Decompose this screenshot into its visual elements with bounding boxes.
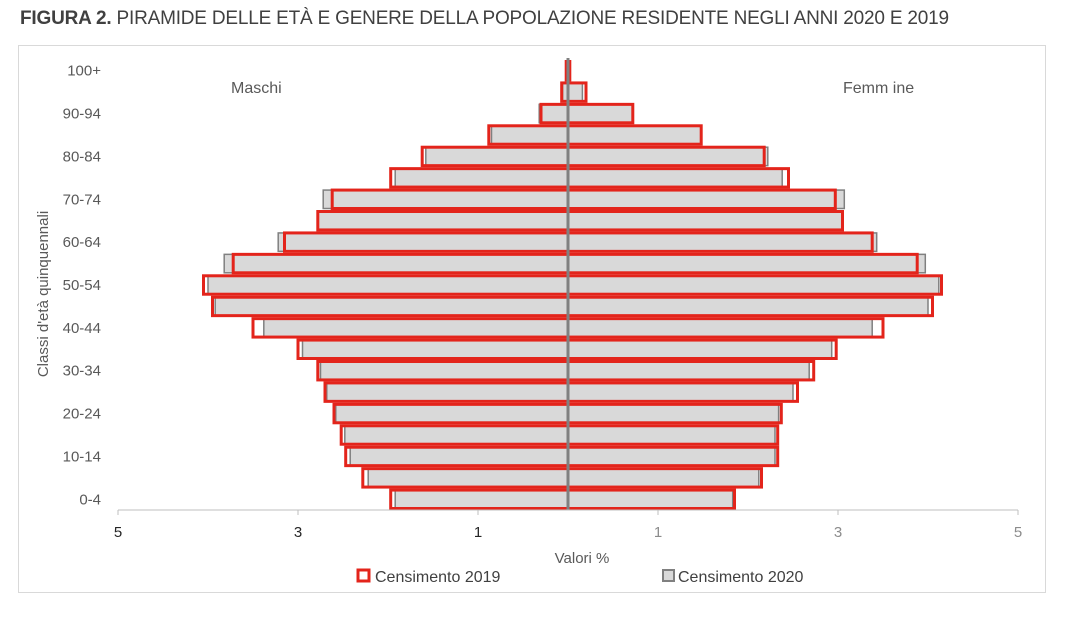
bar-2020-female-95-99 [567, 82, 584, 103]
bar-2020-female-30-34 [567, 360, 810, 381]
bar-2020-female-5-9 [567, 467, 760, 488]
legend-swatch-2020 [662, 569, 675, 582]
chart-frame [18, 45, 1046, 593]
female-side-label: Femm ine [843, 80, 914, 97]
x-axis-ticks: 5 3 1 1 3 5 [114, 510, 1022, 541]
bar-2020-female-15-19 [567, 425, 776, 445]
y-axis-ticks: 0-4 10-14 20-24 30-34 40-44 50-54 60-64 70-74 80… [63, 63, 102, 509]
bar-2020-female-80-84 [567, 146, 769, 167]
figure-title: FIGURA 2. PIRAMIDE DELLE ETÀ E GENERE DE… [20, 8, 949, 30]
bar-2020-female-55-59 [567, 253, 927, 274]
bar-2020-male-25-29 [326, 382, 569, 403]
y-tick-label-40-44: 40-44 [63, 320, 101, 337]
bar-2020-male-85-89 [490, 125, 569, 145]
y-tick-label-0-4: 0-4 [79, 491, 101, 508]
bar-2020-male-60-64 [277, 232, 569, 253]
bar-2020-male-30-34 [319, 360, 569, 381]
bar-2020-male-45-49 [214, 296, 569, 317]
x-tick-label-2: 1 [474, 524, 482, 541]
bar-2020-male-40-44 [263, 317, 569, 338]
bar-2020-female-75-79 [567, 167, 783, 188]
legend-swatch-2019 [356, 568, 371, 583]
x-tick-label-5: 5 [1014, 524, 1022, 541]
y-axis-title: Classi d'età quinquennali [35, 211, 52, 377]
bar-2020-female-70-74 [567, 189, 846, 210]
y-tick-label-50-54: 50-54 [63, 277, 101, 294]
bar-2020-female-35-39 [567, 339, 833, 360]
x-tick-label-4: 3 [834, 524, 842, 541]
bar-2020-female-10-14 [567, 446, 776, 467]
bar-2020-male-0-4 [394, 489, 569, 510]
bar-2020-male-90-94 [538, 103, 569, 124]
figure-title-text: PIRAMIDE DELLE ETÀ E GENERE DELLA POPOLA… [111, 8, 950, 29]
bar-2020-female-40-44 [567, 317, 873, 338]
series-2020-bars [207, 60, 940, 510]
bar-2020-male-55-59 [223, 253, 569, 274]
y-tick-label-20-24: 20-24 [63, 406, 101, 423]
bar-2020-female-90-94 [567, 103, 634, 124]
bar-2020-female-45-49 [567, 296, 929, 317]
y-tick-label-10-14: 10-14 [63, 448, 101, 465]
bar-2020-female-50-54 [567, 275, 940, 295]
y-tick-label-90-94: 90-94 [63, 106, 101, 123]
x-tick-label-1: 3 [294, 524, 302, 541]
bar-2020-female-60-64 [567, 232, 878, 253]
bar-2020-female-85-89 [567, 125, 702, 145]
bar-2020-male-35-39 [301, 339, 569, 360]
bar-2020-male-80-84 [425, 146, 569, 167]
y-tick-label-70-74: 70-74 [63, 191, 101, 208]
bar-2020-male-15-19 [344, 425, 569, 445]
y-tick-label-100+: 100+ [67, 63, 101, 80]
bar-2020-male-5-9 [367, 467, 569, 488]
bar-2020-female-0-4 [567, 489, 734, 510]
bar-2020-male-70-74 [322, 189, 569, 210]
legend-label-2019: Censimento 2019 [375, 569, 501, 586]
bar-2020-male-65-69 [317, 210, 569, 231]
x-tick-label-0: 5 [114, 524, 122, 541]
bar-2020-female-25-29 [567, 382, 794, 403]
bar-2020-female-20-24 [567, 403, 780, 424]
bar-2020-male-10-14 [349, 446, 569, 467]
bar-2020-male-75-79 [394, 167, 569, 188]
legend-label-2020: Censimento 2020 [678, 569, 804, 586]
y-tick-label-60-64: 60-64 [63, 234, 101, 251]
x-axis-title: Valori % [555, 550, 610, 567]
bar-2020-male-50-54 [207, 275, 569, 295]
legend: Censimento 2019 Censimento 2020 [356, 568, 804, 586]
x-tick-label-3: 1 [654, 524, 662, 541]
y-tick-label-80-84: 80-84 [63, 148, 101, 165]
bar-2020-male-20-24 [335, 403, 569, 424]
male-side-label: Maschi [231, 80, 282, 97]
bar-2020-female-65-69 [567, 210, 844, 231]
y-tick-label-30-34: 30-34 [63, 363, 101, 380]
figure-label: FIGURA 2. [20, 8, 112, 29]
